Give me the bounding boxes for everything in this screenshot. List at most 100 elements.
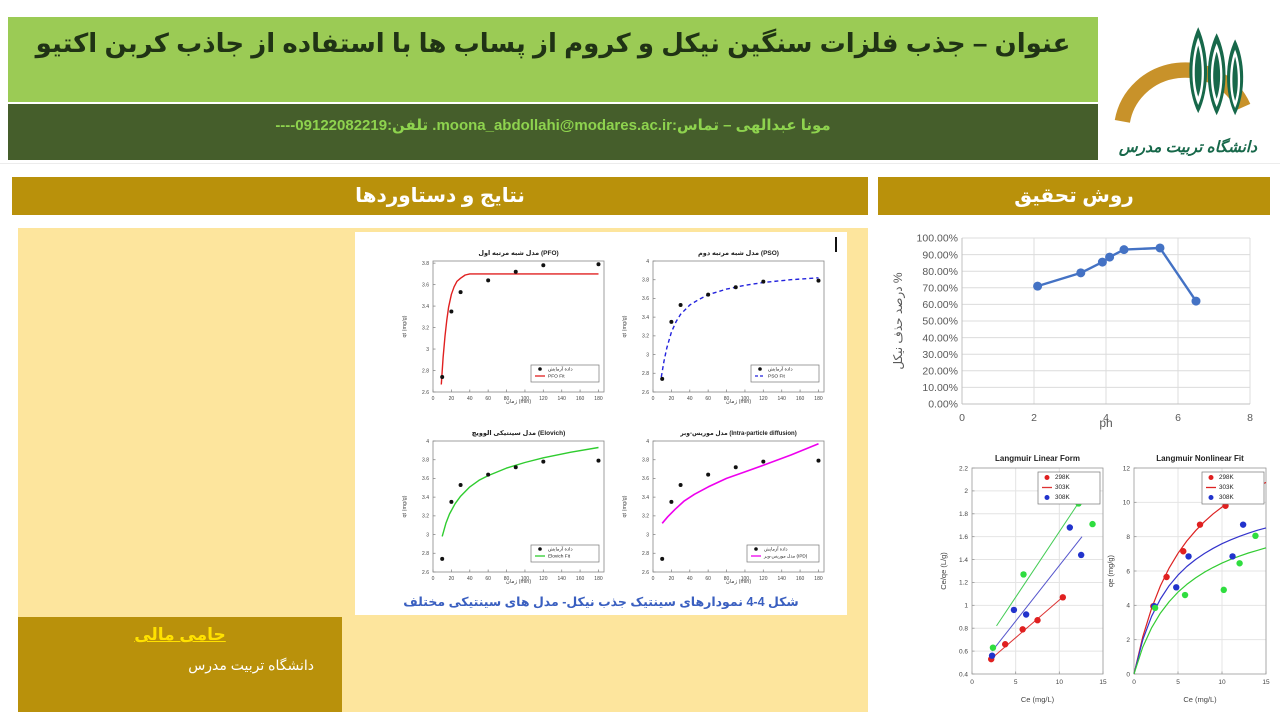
svg-text:2.8: 2.8 — [642, 371, 649, 377]
svg-text:100: 100 — [741, 576, 750, 582]
svg-text:3.4: 3.4 — [642, 315, 649, 321]
svg-text:0: 0 — [970, 679, 974, 686]
svg-text:3: 3 — [646, 532, 649, 538]
svg-text:50.00%: 50.00% — [922, 316, 958, 328]
svg-text:0: 0 — [652, 396, 655, 402]
svg-text:60.00%: 60.00% — [922, 299, 958, 311]
svg-text:0: 0 — [652, 576, 655, 582]
svg-text:0.6: 0.6 — [959, 648, 968, 655]
svg-text:qt (mg/g): qt (mg/g) — [402, 315, 408, 337]
pso-kinetics-chart: 0 20 40 60 80 100 120 140 160 180 2.6 2.8 3 3.2 3.4 3.6… — [622, 250, 825, 405]
svg-text:ph: ph — [1099, 416, 1112, 430]
svg-text:Ce (mg/L): Ce (mg/L) — [1021, 695, 1055, 704]
svg-text:15: 15 — [1262, 679, 1270, 686]
svg-text:0.00%: 0.00% — [928, 399, 958, 411]
svg-text:4: 4 — [1103, 412, 1109, 424]
svg-text:120: 120 — [759, 396, 768, 402]
svg-text:مدل سینتیکی الوویچ (Elovich): مدل سینتیکی الوویچ (Elovich) — [472, 430, 566, 437]
results-panel: 0 20 40 60 80 100 120 140 160 180 2.6 2.8 3 3.2 3.4 3.6… — [18, 228, 868, 712]
svg-text:80: 80 — [724, 576, 730, 582]
svg-text:10.00%: 10.00% — [922, 382, 958, 394]
svg-text:Ce (mg/L): Ce (mg/L) — [1183, 695, 1217, 704]
svg-text:qt (mg/g): qt (mg/g) — [402, 495, 408, 517]
svg-text:2: 2 — [1031, 412, 1037, 424]
svg-text:303K: 303K — [1055, 484, 1071, 491]
svg-text:160: 160 — [576, 396, 585, 402]
svg-text:2.8: 2.8 — [422, 551, 429, 557]
svg-text:2.8: 2.8 — [642, 551, 649, 557]
svg-text:داده آزمایش: داده آزمایش — [768, 366, 793, 373]
svg-text:2.2: 2.2 — [959, 465, 968, 472]
svg-text:داده آزمایش: داده آزمایش — [548, 546, 573, 553]
svg-text:3.4: 3.4 — [422, 495, 429, 501]
svg-text:100.00%: 100.00% — [917, 233, 958, 245]
poster-title-bar: عنوان – جذب فلزات سنگین نیکل و کروم از پ… — [8, 17, 1098, 102]
svg-text:40: 40 — [467, 396, 473, 402]
svg-text:داده آزمایش: داده آزمایش — [764, 547, 788, 552]
svg-text:20.00%: 20.00% — [922, 365, 958, 377]
svg-text:زمان (min): زمان (min) — [726, 399, 752, 405]
svg-text:6: 6 — [1175, 412, 1181, 424]
svg-text:140: 140 — [778, 396, 787, 402]
svg-text:20: 20 — [669, 396, 675, 402]
svg-text:qt (mg/g): qt (mg/g) — [622, 495, 628, 517]
svg-text:Elovich Fit: Elovich Fit — [548, 554, 571, 560]
svg-text:زمان (min): زمان (min) — [506, 579, 532, 585]
sponsor-name: دانشگاه تربیت مدرس — [188, 657, 314, 673]
svg-text:160: 160 — [796, 396, 805, 402]
svg-text:3.2: 3.2 — [642, 514, 649, 520]
svg-text:60: 60 — [485, 396, 491, 402]
svg-text:1.6: 1.6 — [959, 534, 968, 541]
results-section-title: نتایج و دستاوردها — [355, 185, 525, 207]
svg-text:160: 160 — [576, 576, 585, 582]
svg-text:0: 0 — [432, 396, 435, 402]
svg-text:80: 80 — [504, 576, 510, 582]
svg-text:80: 80 — [724, 396, 730, 402]
university-logo-icon: دانشگاه تربیت مدرس — [1114, 27, 1258, 157]
svg-text:3.6: 3.6 — [422, 476, 429, 482]
svg-text:مدل موریس-وبر (Intra-particle: مدل موریس-وبر (Intra-particle diffusion) — [679, 430, 796, 437]
svg-text:مدل موریس-وبر (IPD): مدل موریس-وبر (IPD) — [763, 554, 808, 559]
sponsor-box: حامی مالی دانشگاه تربیت مدرس — [18, 617, 342, 712]
svg-text:3.8: 3.8 — [422, 457, 429, 463]
svg-text:2: 2 — [964, 488, 968, 495]
text-cursor-artifact — [835, 237, 837, 252]
svg-text:40: 40 — [687, 396, 693, 402]
svg-text:3.8: 3.8 — [422, 261, 429, 267]
svg-text:10: 10 — [1218, 679, 1226, 686]
poster-title: عنوان – جذب فلزات سنگین نیکل و کروم از پ… — [35, 28, 1071, 58]
svg-text:درصد حذف نیکل %: درصد حذف نیکل % — [891, 272, 906, 369]
svg-text:2: 2 — [1126, 637, 1130, 644]
svg-text:140: 140 — [558, 396, 567, 402]
svg-text:1.8: 1.8 — [959, 511, 968, 518]
ph-effect-chart: 0 2 4 6 80.00%10.00%20.00%30.00%40.00%50.00%… — [891, 233, 1253, 430]
svg-text:180: 180 — [814, 576, 823, 582]
svg-text:3.4: 3.4 — [422, 304, 429, 310]
svg-text:180: 180 — [594, 576, 603, 582]
svg-text:PFO Fit: PFO Fit — [548, 374, 565, 380]
svg-text:308K: 308K — [1055, 494, 1071, 501]
svg-text:10: 10 — [1056, 679, 1064, 686]
svg-text:مدل شبه مرتبه اول (PFO): مدل شبه مرتبه اول (PFO) — [478, 250, 558, 257]
svg-text:داده آزمایش: داده آزمایش — [548, 366, 573, 373]
svg-text:8: 8 — [1247, 412, 1253, 424]
method-section-header: روش تحقیق — [878, 177, 1270, 215]
svg-text:زمان (min): زمان (min) — [506, 399, 532, 405]
svg-text:40: 40 — [687, 576, 693, 582]
svg-text:3.6: 3.6 — [642, 296, 649, 302]
svg-text:80: 80 — [504, 396, 510, 402]
ipd-kinetics-chart: 0 20 40 60 80 100 120 140 160 180 2.6 2.8 3 3.2 3.4 3.6… — [622, 430, 825, 585]
svg-text:8: 8 — [1126, 534, 1130, 541]
svg-text:120: 120 — [539, 576, 548, 582]
svg-text:4: 4 — [426, 439, 429, 445]
svg-text:0: 0 — [1132, 679, 1136, 686]
svg-text:40.00%: 40.00% — [922, 332, 958, 344]
svg-text:5: 5 — [1176, 679, 1180, 686]
svg-text:2.6: 2.6 — [422, 570, 429, 576]
svg-text:10: 10 — [1123, 500, 1131, 507]
header-divider-line — [0, 163, 1280, 164]
author-contact-bar: مونا عبدالهی – تماس:moona_abdollahi@moda… — [8, 104, 1098, 160]
svg-text:Ce/qe (L/g): Ce/qe (L/g) — [939, 552, 948, 590]
svg-text:qe (mg/g): qe (mg/g) — [1106, 554, 1115, 587]
svg-text:303K: 303K — [1219, 484, 1235, 491]
